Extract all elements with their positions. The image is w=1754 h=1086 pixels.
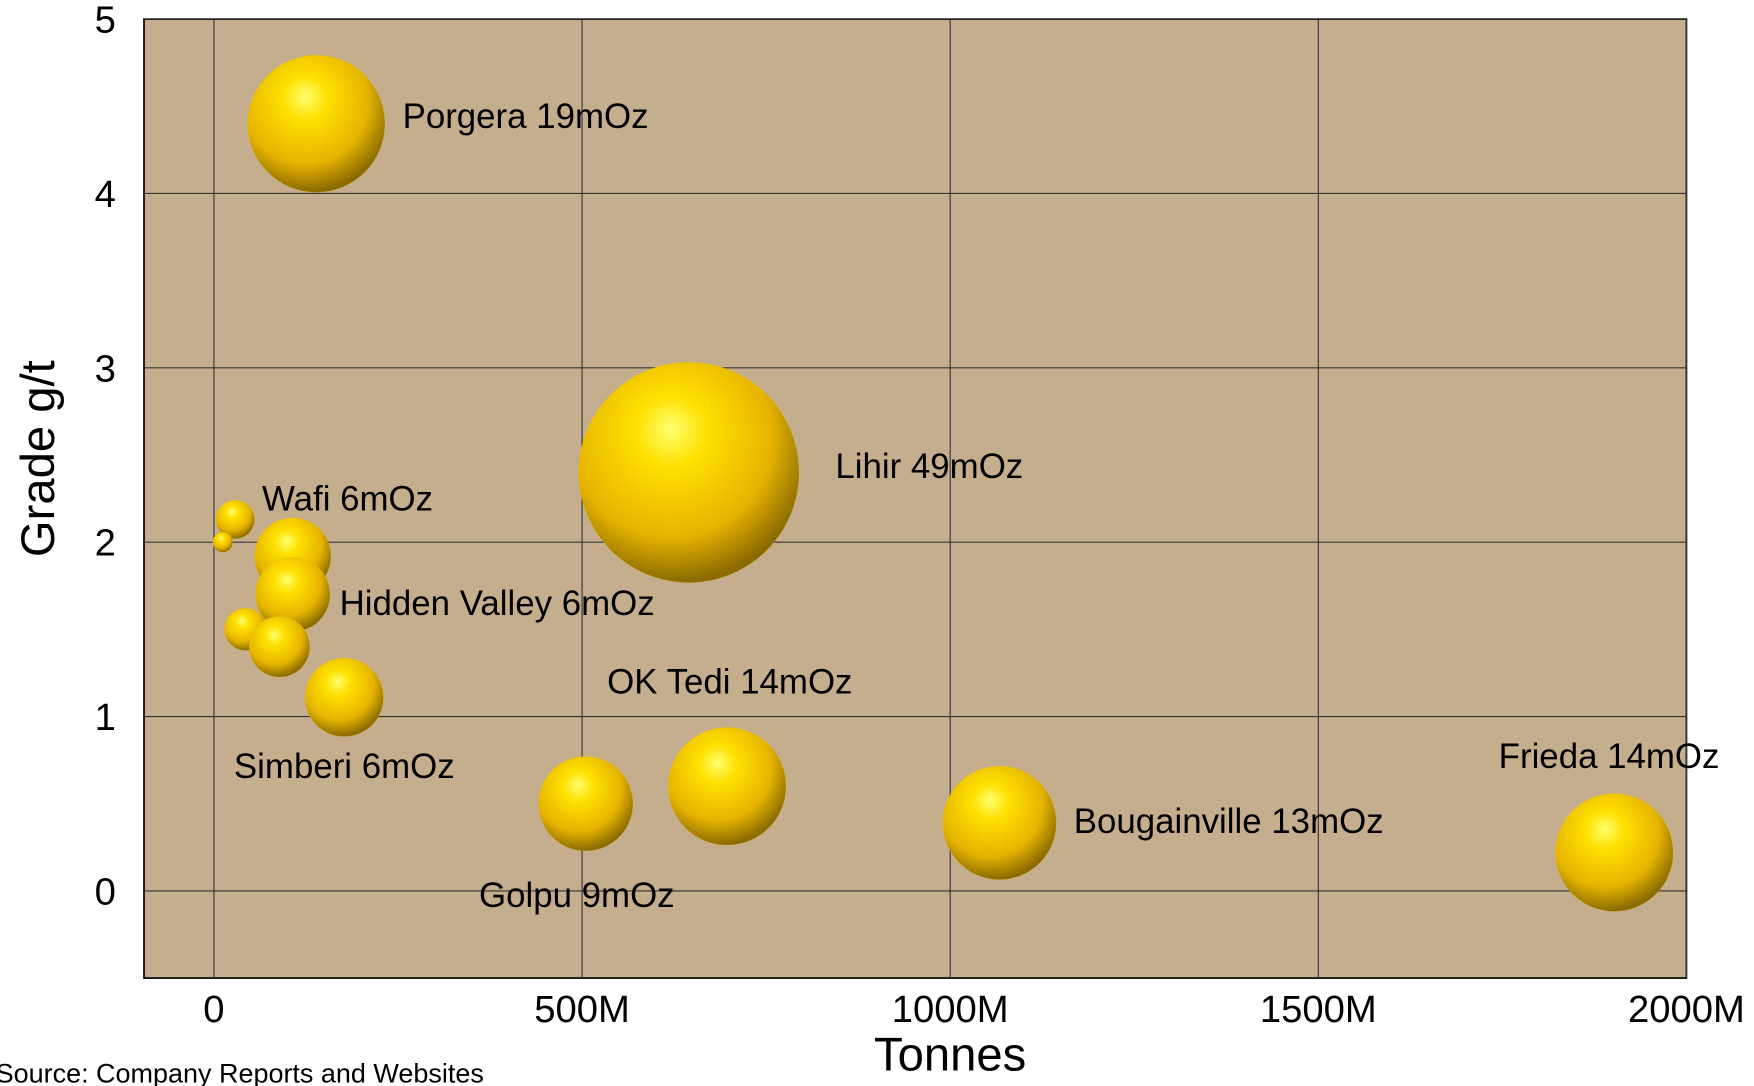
bubble (305, 658, 383, 736)
bubble-annotation: Bougainville 13mOz (1074, 802, 1384, 841)
bubble-annotation: Golpu 9mOz (479, 876, 675, 915)
x-tick-label: 0 (203, 988, 224, 1031)
bubble-annotation: Simberi 6mOz (234, 747, 455, 786)
y-tick-label: 1 (95, 696, 116, 739)
y-tick-label: 4 (95, 173, 116, 216)
bubble-annotation: Wafi 6mOz (262, 479, 433, 518)
x-tick-label: 1500M (1260, 988, 1377, 1031)
y-tick-label: 0 (95, 870, 116, 913)
bubble-annotation: Lihir 49mOz (835, 447, 1023, 486)
x-tick-label: 2000M (1628, 988, 1745, 1031)
x-tick-label: 500M (534, 988, 630, 1031)
chart: Tonnes Grade g/t Source: Company Reports… (0, 0, 1754, 1086)
y-tick-label: 2 (95, 522, 116, 565)
bubble (539, 757, 633, 851)
x-axis-title: Tonnes (874, 1028, 1026, 1081)
bubble (668, 727, 786, 845)
bubble (248, 55, 385, 192)
bubble (213, 532, 233, 552)
y-tick-label: 3 (95, 347, 116, 390)
bubble-annotation: Porgera 19mOz (403, 97, 649, 136)
bubble (1555, 794, 1673, 912)
bubble (943, 766, 1056, 879)
bubble (579, 362, 799, 582)
bubble (249, 617, 310, 678)
page: {"chart_data": { "type": "bubble", "x_la… (0, 0, 1754, 1086)
bubble-annotation: Hidden Valley 6mOz (340, 584, 655, 623)
x-tick-label: 1000M (892, 988, 1009, 1031)
y-axis-title: Grade g/t (12, 360, 65, 557)
bubble-annotation: Frieda 14mOz (1499, 737, 1720, 776)
y-tick-label: 5 (95, 0, 116, 42)
source-note: Source: Company Reports and Websites (0, 1059, 484, 1086)
bubble-annotation: OK Tedi 14mOz (607, 663, 852, 702)
